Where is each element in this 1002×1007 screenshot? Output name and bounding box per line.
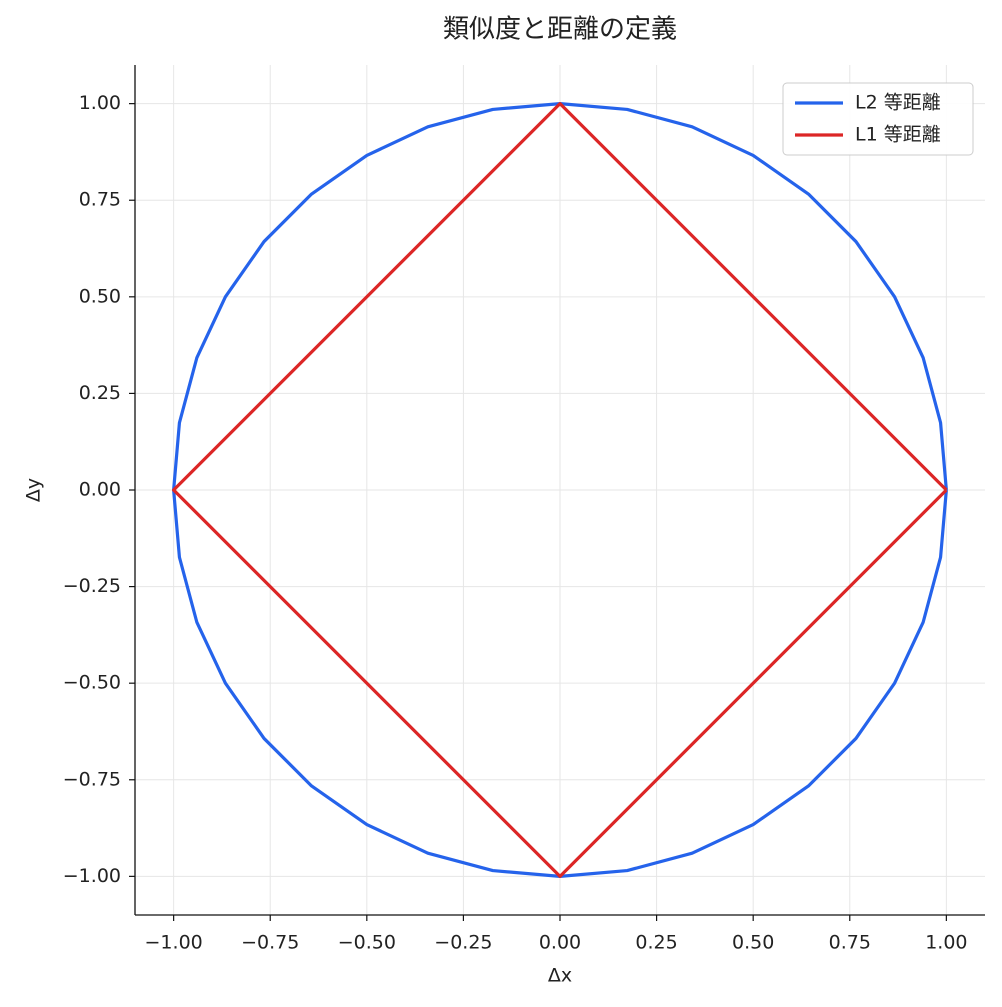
x-tick-label: −0.50 [338,932,396,954]
y-tick-label: −0.75 [63,768,121,790]
y-tick-label: 1.00 [79,92,121,114]
x-axis-label: Δx [548,965,572,987]
x-tick-label: −1.00 [145,932,203,954]
y-tick-label: 0.25 [79,382,121,404]
legend-label: L1 等距離 [855,124,941,146]
x-tick-label: −0.75 [241,932,299,954]
y-tick-label: −0.25 [63,575,121,597]
line-series [172,102,948,878]
x-tick-label: 0.75 [829,932,871,954]
y-tick-label: −1.00 [63,865,121,887]
y-tick-label: 0.00 [79,479,121,501]
y-tick-label: 0.75 [79,189,121,211]
x-tick-label: 0.00 [539,932,581,954]
x-tick-label: −0.25 [434,932,492,954]
y-tick-label: 0.50 [79,285,121,307]
x-tick-label: 0.25 [635,932,677,954]
x-tick-label: 1.00 [925,932,967,954]
y-tick-label: −0.50 [63,672,121,694]
chart-title: 類似度と距離の定義 [443,15,677,45]
legend-box [782,82,974,156]
legend-label: L2 等距離 [855,92,941,114]
x-tick-label: 0.50 [732,932,774,954]
y-axis-label: Δy [23,478,45,502]
